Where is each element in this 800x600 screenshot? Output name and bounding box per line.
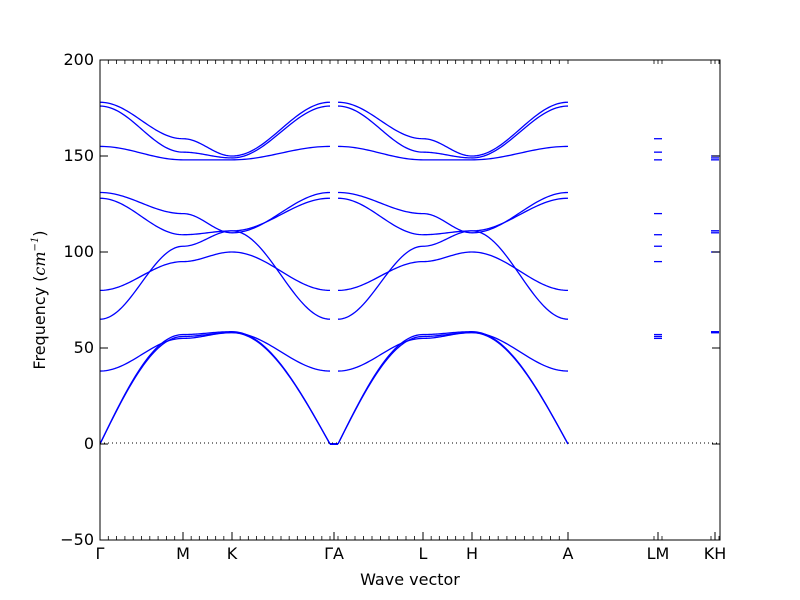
ticks-layer: −50 0 50 100 150 200 Γ M K ΓA L H A LM KH <box>60 50 726 563</box>
y-tick-label: 0 <box>84 434 94 453</box>
band-line <box>471 145 569 161</box>
band-line <box>337 245 424 320</box>
band-line <box>422 138 473 157</box>
band-line <box>337 105 424 153</box>
y-tick-label: −50 <box>60 530 94 549</box>
band-line <box>99 333 184 445</box>
x-tick-label: KH <box>704 544 727 563</box>
x-tick-label: L <box>419 544 428 563</box>
x-tick-label: K <box>227 544 238 563</box>
band-line <box>337 101 424 140</box>
band-line <box>337 333 424 445</box>
y-axis-label-unit-base: cm <box>30 251 49 275</box>
y-tick-label: 50 <box>74 338 94 357</box>
band-line <box>99 145 184 161</box>
band-line <box>471 331 569 445</box>
band-line <box>182 251 233 263</box>
band-line <box>337 335 424 445</box>
y-axis-label-prefix: Frequency ( <box>30 276 49 370</box>
y-tick-label: 200 <box>63 50 94 69</box>
band-line <box>423 331 472 336</box>
band-line <box>337 145 424 161</box>
band-line <box>471 101 569 157</box>
y-axis-label-unit-exp: −1 <box>30 237 41 252</box>
x-tick-label: Γ <box>96 544 105 563</box>
x-tick-label: A <box>563 544 574 563</box>
band-line <box>231 145 331 161</box>
band-line <box>231 331 331 445</box>
band-line <box>471 197 569 232</box>
band-line <box>99 191 184 215</box>
band-line <box>471 105 569 159</box>
band-line <box>337 260 424 292</box>
band-line <box>182 331 233 340</box>
band-line <box>471 191 569 234</box>
band-line <box>422 251 473 263</box>
band-line <box>231 197 331 232</box>
band-line <box>471 331 569 445</box>
y-tick-label: 150 <box>63 146 94 165</box>
x-tick-label: M <box>176 544 190 563</box>
band-line <box>99 105 184 153</box>
band-line <box>182 212 233 234</box>
band-line <box>99 335 184 445</box>
band-line <box>231 331 331 445</box>
band-line <box>471 331 569 372</box>
x-tick-label: H <box>466 544 478 563</box>
y-tick-label: 100 <box>63 242 94 261</box>
band-line <box>99 337 184 372</box>
band-line <box>337 191 424 215</box>
plot-frame <box>99 59 721 541</box>
band-line <box>471 251 569 292</box>
band-line <box>231 101 331 157</box>
band-line <box>471 230 569 320</box>
bands-layer <box>99 101 719 445</box>
band-line <box>337 337 424 372</box>
band-line <box>99 260 184 292</box>
band-line <box>337 197 424 236</box>
band-line <box>99 197 184 236</box>
band-line <box>231 105 331 159</box>
band-line <box>422 212 473 234</box>
x-tick-label: ΓA <box>324 544 344 563</box>
band-line <box>422 331 473 340</box>
y-axis-label: Frequency (cm−1) <box>30 230 49 369</box>
band-line <box>182 151 233 159</box>
y-axis-label-suffix: ) <box>30 230 49 236</box>
band-line <box>231 331 331 372</box>
band-line <box>183 331 232 336</box>
band-line <box>99 101 184 140</box>
x-axis-label: Wave vector <box>360 570 460 589</box>
band-line <box>231 230 331 320</box>
band-line <box>231 251 331 292</box>
band-line <box>231 191 331 234</box>
band-line <box>182 138 233 157</box>
band-line <box>99 245 184 320</box>
band-line <box>422 151 473 159</box>
x-tick-label: LM <box>647 544 670 563</box>
